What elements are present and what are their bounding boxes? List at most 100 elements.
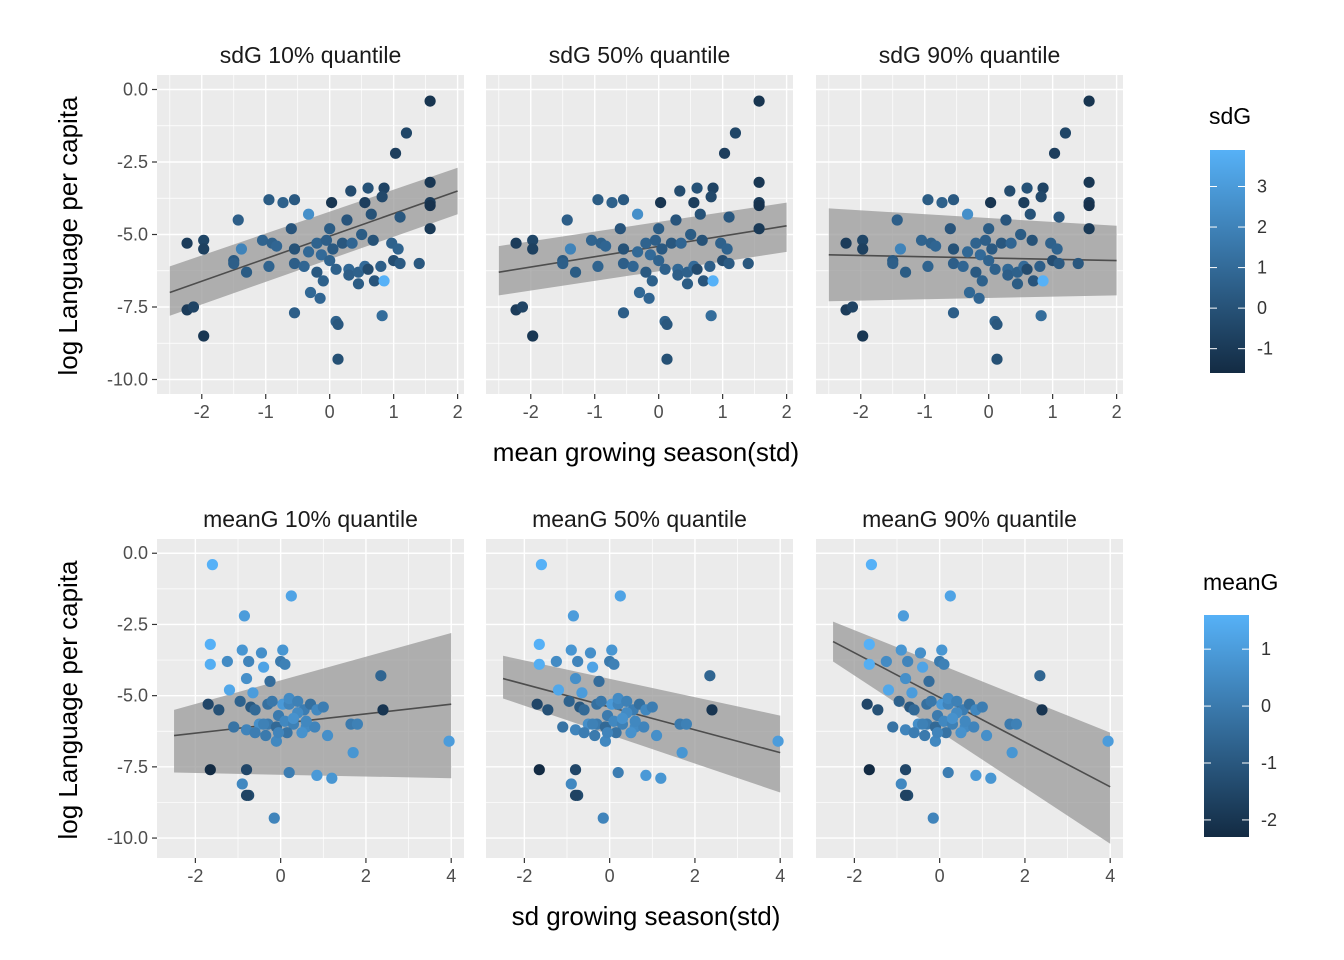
data-point xyxy=(707,182,719,194)
data-point xyxy=(362,263,374,275)
data-point xyxy=(378,275,390,287)
x-tick-label: -2 xyxy=(523,402,539,422)
legend-tick-label: -1 xyxy=(1257,339,1273,359)
data-point xyxy=(1035,191,1047,203)
x-tick-label: 1 xyxy=(1048,402,1058,422)
data-point xyxy=(292,695,304,707)
data-point xyxy=(1083,176,1095,188)
data-point xyxy=(235,243,248,255)
data-point xyxy=(288,307,301,319)
data-point xyxy=(985,772,997,784)
data-point xyxy=(264,675,276,688)
x-tick-label: 2 xyxy=(1112,402,1122,422)
data-point xyxy=(206,559,219,571)
x-tick-label: 2 xyxy=(1020,866,1030,886)
data-point xyxy=(365,208,377,220)
data-point xyxy=(204,658,216,670)
data-point xyxy=(1053,211,1065,223)
x-tick-label: -2 xyxy=(194,402,210,422)
x-tick-label: -1 xyxy=(917,402,933,422)
data-point xyxy=(359,197,371,209)
data-point xyxy=(595,695,607,707)
data-point xyxy=(608,715,620,727)
data-point xyxy=(840,237,852,249)
data-point xyxy=(957,260,969,272)
data-point xyxy=(627,260,639,272)
data-point xyxy=(974,249,986,261)
data-point xyxy=(887,721,899,733)
x-tick-label: 0 xyxy=(935,866,945,886)
data-point xyxy=(1027,275,1040,287)
data-point xyxy=(931,727,944,739)
data-point xyxy=(922,194,934,206)
panel-0-0: sdG 10% quantile 0.0 -2.5 -5.0 -7.5 -10.0 -2 -1… xyxy=(107,42,464,422)
data-point xyxy=(561,214,573,226)
data-point xyxy=(336,237,349,249)
data-point xyxy=(204,638,216,650)
data-point xyxy=(317,275,329,287)
data-point xyxy=(646,701,658,713)
data-point xyxy=(1048,147,1061,159)
data-point xyxy=(198,243,210,255)
data-point xyxy=(649,234,662,246)
legend-tick-label: 3 xyxy=(1257,176,1267,196)
data-point xyxy=(510,237,522,249)
data-point xyxy=(533,764,545,776)
data-point xyxy=(288,257,301,270)
data-point xyxy=(644,249,656,261)
data-point xyxy=(1035,310,1047,322)
data-point xyxy=(617,257,630,270)
data-point xyxy=(516,301,529,313)
data-point xyxy=(897,610,910,622)
data-point xyxy=(394,257,406,270)
data-point xyxy=(718,147,731,159)
data-point xyxy=(1005,237,1017,249)
data-point xyxy=(697,275,710,287)
x-tick-label: 0 xyxy=(605,866,615,886)
data-point xyxy=(863,658,875,670)
data-point xyxy=(729,127,742,139)
data-point xyxy=(899,764,912,776)
data-point xyxy=(612,692,624,705)
data-point xyxy=(906,687,918,699)
data-point xyxy=(599,735,611,747)
data-point xyxy=(976,701,988,713)
data-point xyxy=(578,727,590,739)
data-point xyxy=(723,257,735,270)
data-point xyxy=(527,243,539,255)
panel-title: meanG 50% quantile xyxy=(532,506,747,532)
data-point xyxy=(621,695,633,707)
x-tick-label: 1 xyxy=(389,402,399,422)
panel-1-0: meanG 10% quantile 0.0 -2.5 -5.0 -7.5 -10.0 -2… xyxy=(107,506,464,886)
data-point xyxy=(955,727,967,739)
data-point xyxy=(661,318,673,330)
data-point xyxy=(351,718,364,730)
regression-line xyxy=(502,677,781,754)
data-point xyxy=(1037,275,1049,287)
data-point xyxy=(685,228,697,241)
data-point xyxy=(236,778,248,790)
legend-tick-label: 0 xyxy=(1257,298,1267,318)
panel-1-2: meanG 90% quantile -2 0 2 4 xyxy=(816,506,1123,886)
data-point xyxy=(704,670,716,682)
data-point xyxy=(1026,234,1038,246)
data-point xyxy=(223,684,236,696)
data-point xyxy=(742,257,754,270)
data-point xyxy=(995,237,1008,249)
data-point xyxy=(696,234,708,246)
data-point xyxy=(352,278,365,290)
data-point xyxy=(653,255,665,267)
data-point xyxy=(263,260,275,272)
data-point xyxy=(569,724,582,736)
data-point xyxy=(249,727,261,739)
legend-colorbar xyxy=(1204,615,1249,837)
data-point xyxy=(311,237,323,249)
x-tick-label: 0 xyxy=(654,402,664,422)
data-point xyxy=(317,701,329,713)
data-point xyxy=(240,724,253,736)
data-point xyxy=(586,718,599,730)
data-point xyxy=(263,194,275,206)
data-point xyxy=(631,246,644,258)
data-point xyxy=(902,655,914,668)
data-point xyxy=(610,727,622,739)
